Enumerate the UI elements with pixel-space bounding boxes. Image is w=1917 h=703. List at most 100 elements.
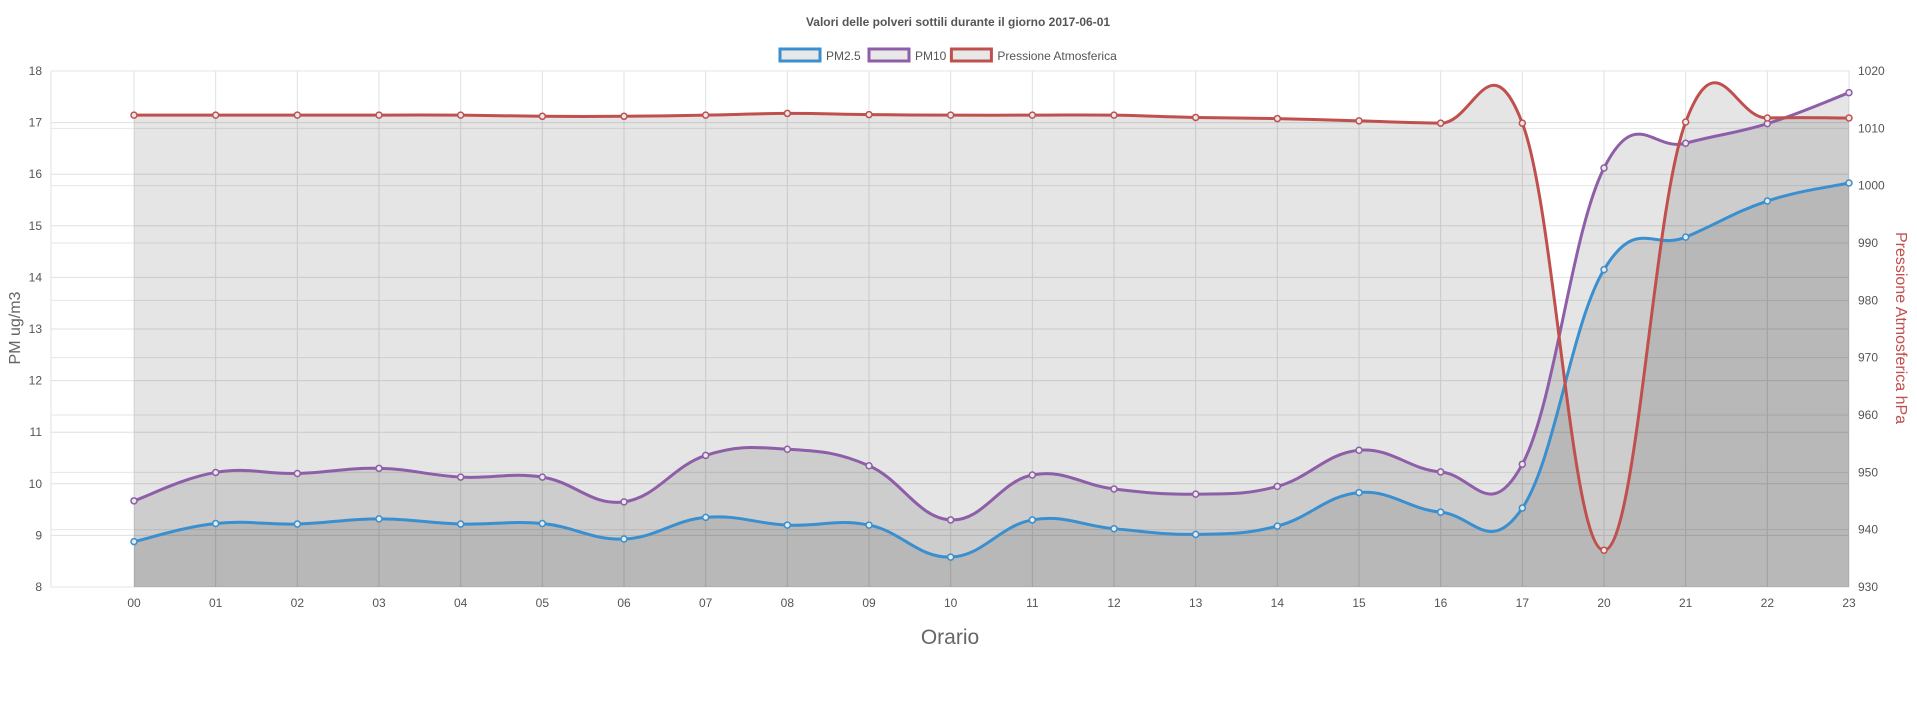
point-pressione-atmosferica[interactable] bbox=[1191, 113, 1200, 122]
point-pm2-5[interactable] bbox=[783, 521, 792, 529]
legend-item-pm2-5[interactable]: PM2.5 bbox=[778, 47, 861, 63]
point-pm2-5[interactable] bbox=[1845, 179, 1853, 187]
point-pm2-5[interactable] bbox=[1600, 265, 1608, 274]
point-pm10[interactable] bbox=[701, 451, 710, 460]
point-pm2-5[interactable] bbox=[130, 537, 138, 546]
grid bbox=[50, 70, 1850, 588]
y-axis-right-title: Pressione Atmosferica hPa bbox=[1892, 232, 1909, 424]
legend-swatch bbox=[778, 47, 822, 63]
point-pm2-5[interactable] bbox=[1273, 522, 1282, 530]
x-tick-label: 09 bbox=[862, 596, 876, 610]
point-pm10[interactable] bbox=[1600, 164, 1608, 172]
point-pm10[interactable] bbox=[1355, 446, 1363, 455]
point-pressione-atmosferica[interactable] bbox=[1355, 117, 1363, 125]
point-pm2-5[interactable] bbox=[865, 521, 873, 529]
point-pm2-5[interactable] bbox=[375, 515, 383, 523]
point-pressione-atmosferica[interactable] bbox=[946, 111, 955, 119]
x-tick-label: 01 bbox=[209, 596, 223, 610]
point-pressione-atmosferica[interactable] bbox=[1028, 111, 1037, 119]
point-pm10[interactable] bbox=[1518, 460, 1527, 468]
y-left-tick-label: 10 bbox=[29, 477, 43, 491]
x-tick-label: 04 bbox=[454, 596, 468, 610]
x-tick-label: 21 bbox=[1679, 596, 1693, 610]
x-tick-label: 06 bbox=[617, 596, 631, 610]
x-tick-label: 13 bbox=[1189, 596, 1203, 610]
point-pressione-atmosferica[interactable] bbox=[456, 111, 465, 119]
point-pm10[interactable] bbox=[1028, 471, 1037, 479]
point-pressione-atmosferica[interactable] bbox=[1273, 114, 1282, 123]
point-pm2-5[interactable] bbox=[1110, 524, 1118, 533]
point-pressione-atmosferica[interactable] bbox=[701, 111, 710, 119]
point-pm2-5[interactable] bbox=[538, 519, 547, 528]
x-tick-label: 10 bbox=[944, 596, 958, 610]
x-tick-label: 20 bbox=[1597, 596, 1611, 610]
point-pm10[interactable] bbox=[538, 473, 547, 481]
point-pm2-5[interactable] bbox=[620, 535, 628, 543]
x-tick-label: 07 bbox=[699, 596, 713, 610]
y-left-tick-label: 15 bbox=[29, 219, 43, 233]
legend-item-pressione-atmosferica[interactable]: Pressione Atmosferica bbox=[949, 47, 1117, 63]
point-pm10[interactable] bbox=[211, 468, 220, 477]
x-tick-label: 12 bbox=[1107, 596, 1121, 610]
y-right-tick-label: 930 bbox=[1858, 580, 1878, 594]
legend-label: PM10 bbox=[915, 49, 947, 63]
x-tick-label: 23 bbox=[1842, 596, 1856, 610]
point-pressione-atmosferica[interactable] bbox=[1110, 111, 1118, 119]
point-pressione-atmosferica[interactable] bbox=[1436, 119, 1445, 127]
point-pm2-5[interactable] bbox=[1355, 488, 1363, 497]
point-pm2-5[interactable] bbox=[1028, 516, 1037, 524]
point-pressione-atmosferica[interactable] bbox=[620, 112, 628, 121]
point-pm2-5[interactable] bbox=[211, 519, 220, 528]
point-pressione-atmosferica[interactable] bbox=[1600, 546, 1608, 555]
point-pm2-5[interactable] bbox=[701, 513, 710, 522]
y-right-tick-label: 960 bbox=[1858, 408, 1878, 422]
legend-item-pm10[interactable]: PM10 bbox=[867, 47, 947, 63]
point-pm10[interactable] bbox=[375, 464, 383, 473]
point-pm2-5[interactable] bbox=[1518, 504, 1527, 512]
y-right-tick-label: 1010 bbox=[1858, 121, 1885, 135]
point-pm10[interactable] bbox=[946, 516, 955, 524]
y-axis-left-title: PM ug/m3 bbox=[7, 291, 24, 364]
point-pm2-5[interactable] bbox=[456, 520, 465, 528]
y-right-tick-label: 1000 bbox=[1858, 179, 1885, 193]
y-left-tick-label: 11 bbox=[30, 425, 43, 439]
point-pressione-atmosferica[interactable] bbox=[538, 112, 547, 121]
point-pm2-5[interactable] bbox=[1191, 530, 1200, 539]
point-pm10[interactable] bbox=[1110, 485, 1118, 493]
point-pressione-atmosferica[interactable] bbox=[293, 111, 302, 119]
point-pm10[interactable] bbox=[1273, 482, 1282, 491]
point-pm10[interactable] bbox=[130, 497, 138, 505]
point-pm10[interactable] bbox=[293, 469, 302, 478]
chart-title: Valori delle polveri sottili durante il … bbox=[806, 15, 1110, 29]
point-pm10[interactable] bbox=[1845, 88, 1853, 97]
point-pm10[interactable] bbox=[456, 473, 465, 481]
legend: PM2.5 PM10 Pressione Atmosferica bbox=[778, 47, 1117, 63]
x-tick-label: 16 bbox=[1434, 596, 1448, 610]
y-left-tick-label: 17 bbox=[29, 116, 43, 130]
point-pressione-atmosferica[interactable] bbox=[211, 111, 220, 119]
point-pressione-atmosferica[interactable] bbox=[1518, 119, 1527, 127]
point-pressione-atmosferica[interactable] bbox=[1845, 114, 1853, 122]
area-pm10 bbox=[134, 92, 1849, 587]
point-pm10[interactable] bbox=[620, 498, 628, 506]
point-pm2-5[interactable] bbox=[946, 553, 955, 561]
point-pressione-atmosferica[interactable] bbox=[1681, 118, 1690, 126]
point-pm2-5[interactable] bbox=[1436, 508, 1445, 516]
point-pressione-atmosferica[interactable] bbox=[865, 110, 873, 119]
x-axis-title: Orario bbox=[921, 626, 979, 649]
point-pressione-atmosferica[interactable] bbox=[1763, 114, 1772, 122]
point-pm2-5[interactable] bbox=[293, 520, 302, 528]
point-pm10[interactable] bbox=[865, 461, 873, 470]
x-tick-label: 03 bbox=[372, 596, 386, 610]
point-pressione-atmosferica[interactable] bbox=[130, 111, 138, 119]
point-pm10[interactable] bbox=[1681, 139, 1690, 147]
point-pm10[interactable] bbox=[1436, 468, 1445, 476]
y-right-tick-label: 980 bbox=[1858, 293, 1878, 307]
point-pressione-atmosferica[interactable] bbox=[783, 109, 792, 118]
point-pressione-atmosferica[interactable] bbox=[375, 111, 383, 119]
point-pm10[interactable] bbox=[1191, 490, 1200, 498]
point-pm2-5[interactable] bbox=[1763, 197, 1772, 205]
y-left-tick-label: 16 bbox=[29, 167, 43, 181]
point-pm10[interactable] bbox=[783, 445, 792, 453]
point-pm2-5[interactable] bbox=[1681, 233, 1690, 241]
